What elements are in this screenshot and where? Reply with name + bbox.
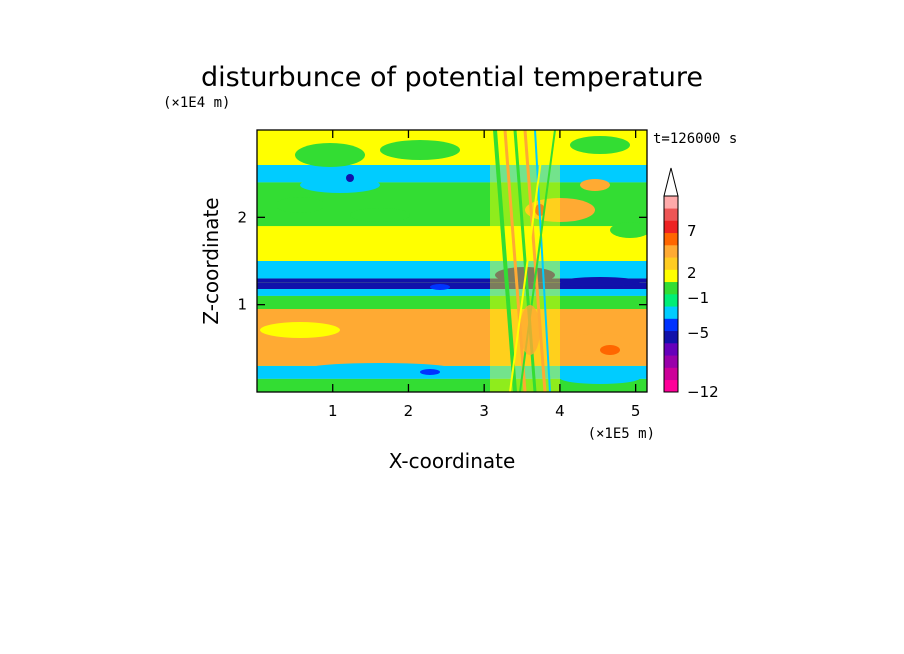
contour-band-7 [257, 226, 647, 261]
colorbar-label: −5 [687, 324, 709, 342]
colorbar-cell [664, 257, 678, 270]
time-label: t=126000 s [653, 131, 737, 147]
colorbar-cell [664, 318, 678, 332]
colorbar-cell [664, 355, 678, 368]
y-tick-label: 2 [237, 208, 247, 226]
colorbar-label: −1 [687, 289, 709, 307]
y-unit-label: (×1E4 m) [163, 95, 230, 111]
x-tick-label: 1 [328, 402, 338, 420]
plot-frame [256, 129, 648, 393]
colorbar-arrow-icon [663, 167, 679, 197]
contour-band-6 [257, 261, 647, 279]
colorbar: 7 2 −1 −5 −12 [663, 167, 719, 401]
colorbar-cell [664, 294, 678, 307]
x-tick-label: 4 [555, 402, 565, 420]
colorbar-cell [664, 367, 678, 381]
colorbar-cell [664, 232, 678, 246]
x-unit-label: (×1E5 m) [588, 426, 655, 442]
colorbar-cell [664, 330, 678, 344]
y-tick-label: 1 [237, 296, 247, 314]
y-axis-label: Z-coordinate [199, 197, 223, 324]
colorbar-cell [664, 220, 678, 234]
x-axis-label: X-coordinate [389, 449, 516, 473]
colorbar-frame [663, 195, 679, 393]
chart-title: disturbunce of potential temperature [201, 62, 703, 93]
colorbar-cell [664, 343, 678, 356]
contour-band-5 [257, 278, 647, 283]
colorbar-label: 7 [687, 222, 697, 240]
x-tick-label: 2 [404, 402, 414, 420]
contour-band-3 [257, 295, 647, 310]
colorbar-label: 2 [687, 264, 697, 282]
colorbar-label: −12 [687, 383, 719, 401]
x-tick-label: 5 [631, 402, 641, 420]
contour-patches [257, 130, 647, 392]
colorbar-cell [664, 196, 678, 209]
colorbar-cell [664, 379, 678, 393]
colorbar-cell [664, 245, 678, 258]
colorbar-cell [664, 208, 678, 221]
colorbar-cell [664, 306, 678, 319]
x-tick-label: 3 [479, 402, 489, 420]
colorbar-cell [664, 269, 678, 283]
x-axis-ticks: 1 2 3 4 5 [328, 130, 640, 420]
plot-area [257, 130, 647, 392]
y-axis-ticks: 12 [237, 208, 647, 314]
colorbar-cell [664, 281, 678, 295]
